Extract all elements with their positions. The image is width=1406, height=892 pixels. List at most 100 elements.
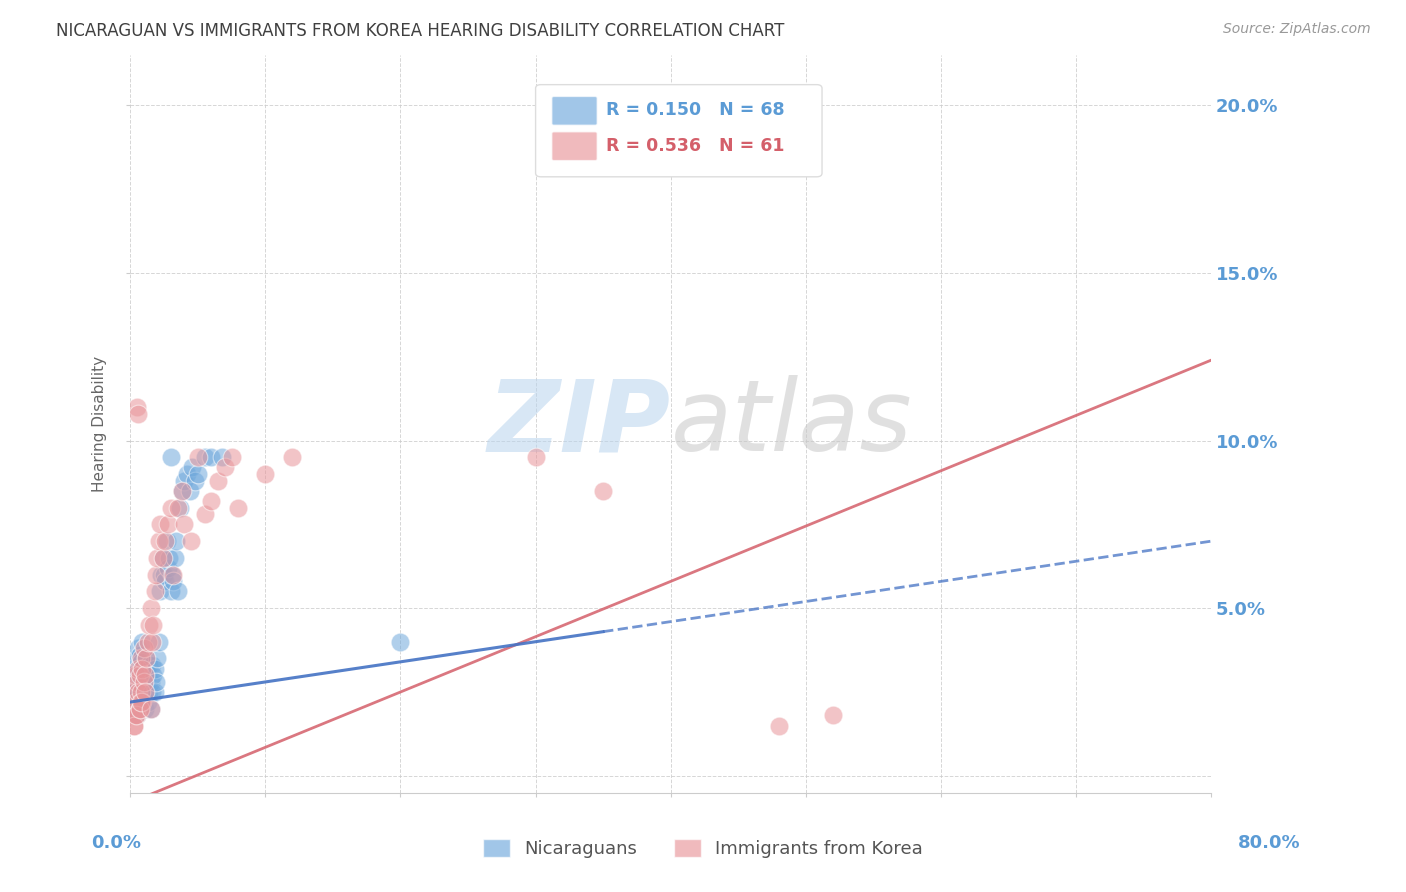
Text: Source: ZipAtlas.com: Source: ZipAtlas.com xyxy=(1223,22,1371,37)
Point xyxy=(121,685,143,699)
Point xyxy=(124,668,146,682)
Point xyxy=(149,584,172,599)
Point xyxy=(122,708,145,723)
Point xyxy=(700,132,723,146)
Point xyxy=(125,400,148,414)
Point xyxy=(389,634,412,648)
FancyBboxPatch shape xyxy=(551,96,598,125)
Point xyxy=(122,668,145,682)
Point xyxy=(129,678,152,692)
Text: ZIP: ZIP xyxy=(488,376,671,473)
Point xyxy=(127,661,149,675)
Point xyxy=(155,534,177,549)
Point xyxy=(128,668,150,682)
Point xyxy=(153,567,176,582)
FancyBboxPatch shape xyxy=(551,132,598,161)
Point xyxy=(124,685,146,699)
Point xyxy=(254,467,277,482)
Point xyxy=(187,450,209,465)
Point xyxy=(125,651,148,665)
Point xyxy=(131,685,153,699)
Point xyxy=(131,634,153,648)
Point xyxy=(125,681,148,696)
Point xyxy=(145,675,167,690)
Point xyxy=(165,534,187,549)
Point xyxy=(134,685,156,699)
Point xyxy=(142,618,165,632)
Point xyxy=(155,574,177,589)
Point xyxy=(150,567,173,582)
Point xyxy=(124,702,146,716)
Point xyxy=(176,467,198,482)
Point xyxy=(141,685,163,699)
Point xyxy=(148,534,170,549)
Point xyxy=(166,500,188,515)
Point xyxy=(128,675,150,690)
Point xyxy=(125,708,148,723)
Point xyxy=(125,675,148,690)
Point xyxy=(214,460,236,475)
Point xyxy=(127,407,149,421)
Point xyxy=(132,675,155,690)
Point xyxy=(141,634,163,648)
Point xyxy=(163,550,186,565)
Point xyxy=(143,661,166,675)
Point xyxy=(129,685,152,699)
Point xyxy=(156,534,179,549)
Point xyxy=(136,668,159,682)
Point xyxy=(145,567,167,582)
Point xyxy=(148,634,170,648)
Point xyxy=(128,695,150,709)
Point xyxy=(134,672,156,686)
Point xyxy=(193,508,215,522)
Point xyxy=(139,675,162,690)
Point xyxy=(146,550,169,565)
Text: atlas: atlas xyxy=(671,376,912,473)
Point xyxy=(207,474,229,488)
Point xyxy=(228,500,250,515)
Point xyxy=(138,685,160,699)
Point xyxy=(211,450,233,465)
Point xyxy=(125,708,148,723)
Point xyxy=(139,601,162,615)
Text: R = 0.150   N = 68: R = 0.150 N = 68 xyxy=(606,102,785,120)
Point xyxy=(142,668,165,682)
Point xyxy=(124,695,146,709)
Point xyxy=(159,500,181,515)
Point xyxy=(166,584,188,599)
Point xyxy=(169,500,191,515)
Point xyxy=(131,695,153,709)
Point xyxy=(128,702,150,716)
Point xyxy=(135,651,157,665)
Point xyxy=(134,668,156,682)
Point xyxy=(173,517,195,532)
Point xyxy=(139,702,162,716)
Text: 80.0%: 80.0% xyxy=(1237,834,1301,852)
Point xyxy=(821,708,844,723)
Point xyxy=(135,651,157,665)
Point xyxy=(159,584,181,599)
Point xyxy=(124,661,146,675)
Point xyxy=(127,689,149,703)
FancyBboxPatch shape xyxy=(536,85,823,177)
Point xyxy=(143,685,166,699)
Point xyxy=(162,574,184,589)
Point xyxy=(159,450,181,465)
Point xyxy=(129,651,152,665)
Point xyxy=(135,678,157,692)
Point xyxy=(193,450,215,465)
Point xyxy=(121,702,143,716)
Point xyxy=(124,718,146,732)
Legend: Nicaraguans, Immigrants from Korea: Nicaraguans, Immigrants from Korea xyxy=(475,831,931,865)
Point xyxy=(152,550,174,565)
Point xyxy=(124,718,146,732)
Point xyxy=(200,450,222,465)
Point xyxy=(159,550,181,565)
Point xyxy=(281,450,304,465)
Point xyxy=(139,702,162,716)
Point xyxy=(592,483,614,498)
Point xyxy=(157,561,180,575)
Point xyxy=(157,517,180,532)
Point xyxy=(170,483,193,498)
Point xyxy=(138,658,160,673)
